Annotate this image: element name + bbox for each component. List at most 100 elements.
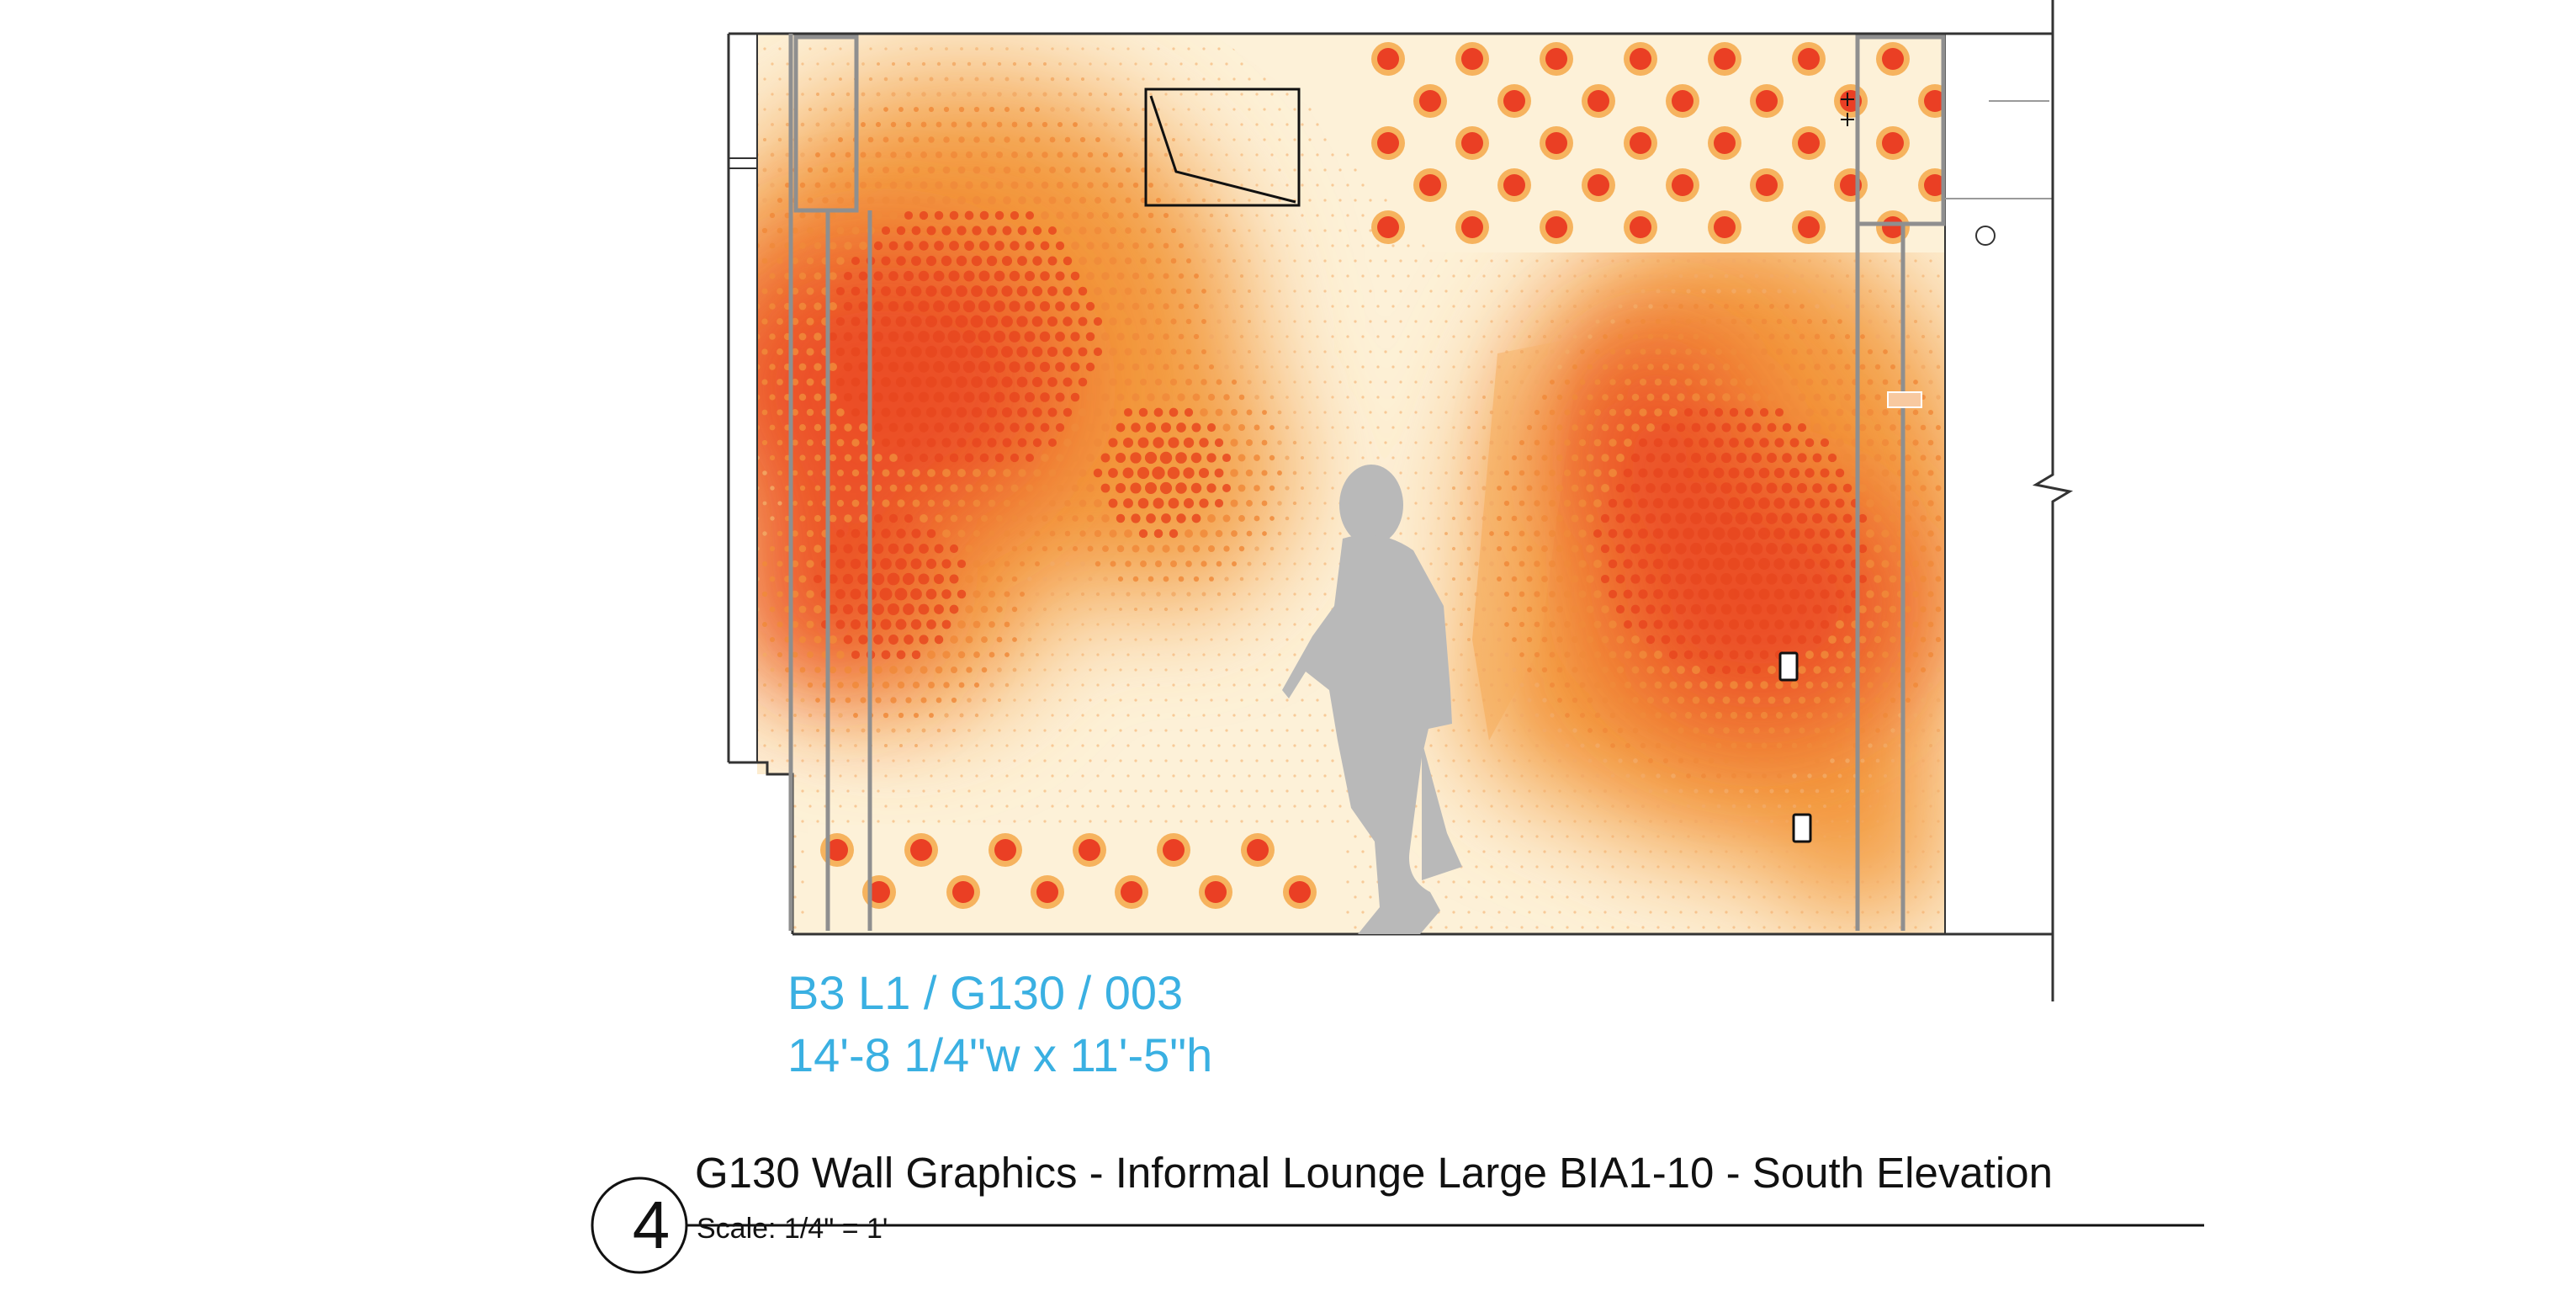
halftone-dot [1110,107,1116,112]
halftone-dot [815,122,820,127]
halftone-dot [1210,153,1213,157]
halftone-dot [967,92,972,97]
halftone-dot [868,77,873,82]
halftone-dot [1049,136,1056,143]
halftone-dot [1148,152,1153,157]
halftone-dot [1331,153,1334,157]
halftone-dot [778,77,782,81]
halftone-dot [1058,62,1062,66]
halftone-dot [1278,108,1281,111]
halftone-dot [936,92,941,97]
halftone-dot [1004,106,1010,113]
halftone-dot [1073,92,1078,97]
halftone-dot [1148,212,1154,219]
halftone-dot [770,183,775,188]
halftone-dot [905,151,912,158]
halftone-dot [1156,137,1161,142]
halftone-dot [1026,181,1034,189]
halftone-dot [1126,137,1131,142]
halftone-dot [814,182,821,189]
halftone-dot [889,211,898,220]
halftone-dot [837,167,844,173]
halftone-dot [1125,167,1132,173]
halftone-dot [1323,229,1327,232]
halftone-dot [1316,153,1319,157]
halftone-dot [1125,227,1132,234]
halftone-dot [883,167,889,173]
halftone-dot [950,181,958,189]
halftone-dot [1255,153,1259,157]
halftone-dot [996,121,1003,128]
halftone-dot [763,47,766,50]
halftone-dot [1278,199,1281,202]
halftone-dot [1285,153,1289,157]
halftone-dot [1187,77,1190,81]
halftone-dot [1263,199,1266,202]
halftone-dot [1179,152,1184,157]
halftone-dot [822,167,829,173]
halftone-dot [1057,151,1063,158]
halftone-dot [1102,151,1109,158]
halftone-dot [1225,153,1228,157]
halftone-dot [950,151,958,159]
halftone-dot [861,122,866,127]
halftone-dot [1095,167,1101,173]
halftone-dot [778,108,782,111]
halftone-dot [994,241,1004,251]
halftone-dot [1187,47,1190,50]
halftone-dot [1041,211,1049,220]
halftone-dot [982,92,987,97]
halftone-dot [944,77,949,82]
halftone-dot [1163,212,1169,219]
halftone-dot [822,197,829,204]
halftone-dot [1133,152,1138,157]
halftone-dot [1020,47,1024,50]
halftone-dot [1040,241,1050,251]
halftone-dot [896,226,906,236]
halftone-dot [1195,123,1198,126]
halftone-dot [1186,167,1191,173]
halftone-dot [859,181,867,189]
halftone-dot [889,181,898,189]
halftone-dot [1010,241,1020,251]
halftone-dot [869,47,872,50]
halftone-dot [1073,122,1078,127]
halftone-dot [921,61,926,66]
halftone-dot [1042,121,1048,128]
halftone-dot [1017,226,1027,236]
halftone-dot [973,106,980,113]
halftone-dot [1033,196,1042,204]
halftone-dot [891,61,896,66]
halftone-dot [1155,227,1162,234]
halftone-dot [851,226,860,235]
halftone-dot [1094,226,1102,235]
halftone-dot [1232,199,1236,202]
halftone-dot [1018,166,1026,174]
halftone-dot [807,197,814,204]
halftone-dot [973,136,980,143]
halftone-dot [1110,167,1116,173]
halftone-dot [959,77,964,82]
halftone-dot [1149,93,1153,96]
halftone-dot [1202,47,1206,50]
halftone-dot [919,210,929,220]
halftone-dot [1119,93,1122,96]
halftone-dot [1134,62,1137,66]
halftone-dot [1354,229,1357,232]
halftone-dot [1142,108,1145,111]
halftone-dot [1338,199,1342,202]
halftone-dot [1012,92,1017,97]
halftone-dot [882,196,890,204]
halftone-dot [1049,167,1056,173]
halftone-dot [1034,136,1041,143]
halftone-dot [1293,138,1296,141]
halftone-dot [1011,121,1018,128]
halftone-dot [1071,242,1079,250]
halftone-dot [1019,106,1026,113]
halftone-dot [990,47,994,50]
halftone-dot [1179,62,1183,66]
halftone-dot [1027,61,1032,66]
halftone-dot [1308,138,1312,141]
halftone-dot [1301,123,1304,126]
